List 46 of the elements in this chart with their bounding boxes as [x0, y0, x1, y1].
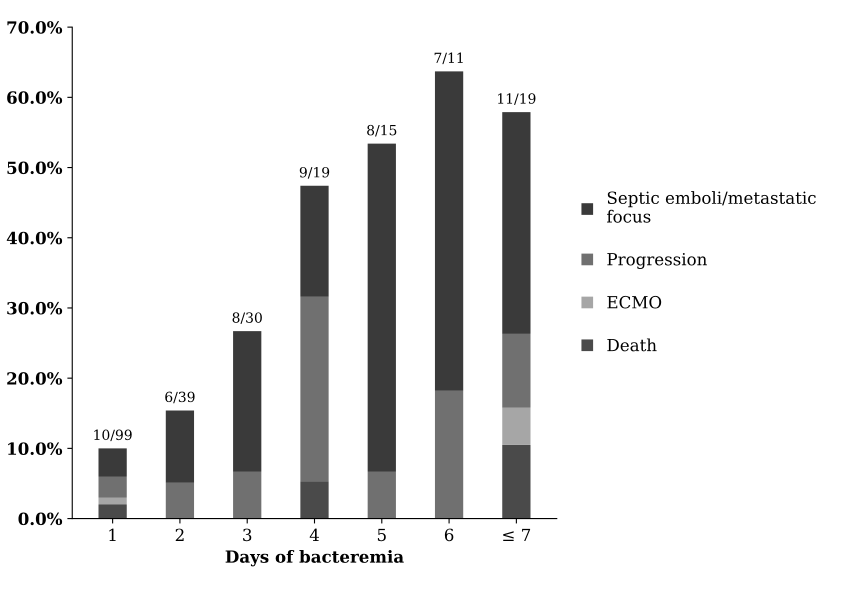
bar — [98, 498, 127, 505]
bar — [300, 481, 329, 519]
y-tick-label: 0.0% — [18, 512, 62, 526]
bar — [300, 296, 329, 482]
total-label: 6/39 — [165, 392, 195, 404]
bar — [502, 444, 531, 519]
bar — [98, 504, 127, 519]
y-tick-label: 10.0% — [8, 442, 62, 455]
total-label: 8/15 — [367, 124, 396, 136]
bar — [368, 144, 396, 472]
x-tick-label: ≤ 7 — [503, 528, 530, 541]
total-label: 9/19 — [300, 166, 330, 179]
y-tick-label: 70.0% — [7, 21, 62, 34]
bar — [166, 482, 194, 519]
y-tick-label: 20.0% — [7, 372, 62, 385]
legend-label: Septic emboli/metastatic focus — [607, 191, 816, 223]
total-label: 7/11 — [434, 52, 463, 64]
y-tick-label: 50.0% — [7, 162, 62, 174]
x-axis-title: Days of bacteremia — [226, 550, 404, 566]
x-tick-label: 2 — [176, 528, 184, 541]
bar — [368, 472, 396, 519]
bar — [502, 112, 531, 334]
legend-label: Progression — [607, 253, 707, 269]
total-label: 11/19 — [498, 93, 536, 105]
bar — [502, 334, 531, 408]
legend-label: Death — [607, 338, 657, 352]
y-tick-label: 60.0% — [7, 91, 62, 104]
x-tick-label: 1 — [109, 528, 116, 541]
legend-label: ECMO — [607, 296, 662, 309]
bar — [434, 71, 464, 391]
bar — [166, 410, 194, 483]
x-tick-label: 5 — [378, 528, 386, 542]
x-tick-label: 6 — [444, 528, 454, 542]
bar — [233, 472, 262, 519]
y-tick-label: 40.0% — [6, 232, 62, 244]
bar — [233, 331, 262, 472]
bar — [502, 408, 531, 445]
y-tick-label: 30.0% — [7, 302, 62, 315]
bar — [434, 390, 464, 519]
x-tick-label: 4 — [310, 528, 319, 541]
total-label: 8/30 — [232, 312, 262, 324]
bar — [98, 476, 127, 498]
total-label: 10/99 — [94, 430, 132, 442]
bar — [98, 448, 127, 476]
bar — [300, 186, 329, 297]
x-tick-label: 3 — [243, 528, 252, 542]
